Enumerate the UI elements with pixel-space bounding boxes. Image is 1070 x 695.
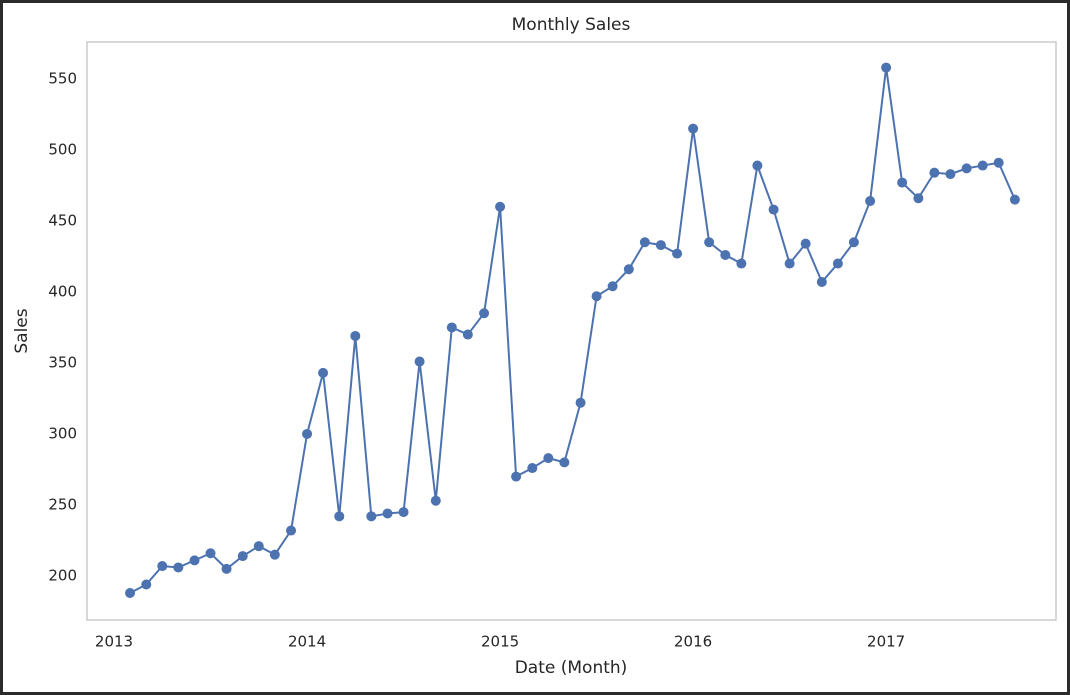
point [607, 281, 618, 292]
point [414, 356, 425, 367]
point [559, 457, 570, 468]
point [495, 201, 506, 212]
point [752, 160, 763, 171]
point [221, 563, 232, 574]
y-tick-label: 300 [48, 424, 77, 442]
y-tick-label: 350 [48, 353, 77, 371]
point [543, 453, 554, 464]
point [334, 511, 345, 522]
point [350, 330, 361, 341]
y-tick-label: 250 [48, 495, 77, 513]
point [318, 367, 329, 378]
point [623, 264, 634, 275]
point [511, 471, 522, 482]
point [591, 291, 602, 302]
point [961, 163, 972, 174]
point [784, 258, 795, 269]
point [848, 237, 859, 248]
point [157, 561, 168, 572]
point [655, 240, 666, 251]
point [977, 160, 988, 171]
point [527, 463, 538, 474]
point [173, 562, 184, 573]
point [672, 248, 683, 259]
x-axis-label: Date (Month) [515, 658, 628, 678]
point [688, 123, 699, 134]
point [237, 551, 248, 562]
y-tick-label: 550 [48, 69, 77, 87]
x-tick-label: 2017 [867, 633, 905, 651]
point [479, 308, 490, 319]
point [269, 549, 280, 560]
point [816, 277, 827, 288]
point [205, 548, 216, 559]
point [736, 258, 747, 269]
point [768, 204, 779, 215]
point [993, 157, 1004, 168]
point [639, 237, 650, 248]
point [1009, 194, 1020, 205]
point [366, 511, 377, 522]
point [800, 238, 811, 249]
point [302, 428, 313, 439]
point [189, 555, 200, 566]
point [141, 579, 152, 590]
y-tick-label: 450 [48, 211, 77, 229]
point [945, 169, 956, 180]
point [929, 167, 940, 178]
y-tick-label: 200 [48, 566, 77, 584]
point [575, 397, 586, 408]
point [881, 62, 892, 73]
point [913, 193, 924, 204]
x-tick-label: 2015 [481, 633, 519, 651]
point [832, 258, 843, 269]
point [382, 508, 393, 519]
point [430, 495, 441, 506]
point [446, 322, 457, 333]
point [125, 588, 136, 599]
y-tick-label: 500 [48, 140, 77, 158]
point [865, 196, 876, 207]
chart-title: Monthly Sales [512, 15, 631, 35]
axes-frame [86, 41, 1057, 621]
x-tick-label: 2014 [288, 633, 326, 651]
point [253, 541, 264, 552]
x-tick-label: 2013 [95, 633, 133, 651]
point [286, 525, 297, 536]
point [462, 329, 473, 340]
point [720, 250, 731, 261]
point [704, 237, 715, 248]
y-axis-label: Sales [12, 308, 32, 353]
point [398, 507, 409, 518]
point [897, 177, 908, 188]
x-tick-label: 2016 [674, 633, 712, 651]
y-tick-label: 400 [48, 282, 77, 300]
